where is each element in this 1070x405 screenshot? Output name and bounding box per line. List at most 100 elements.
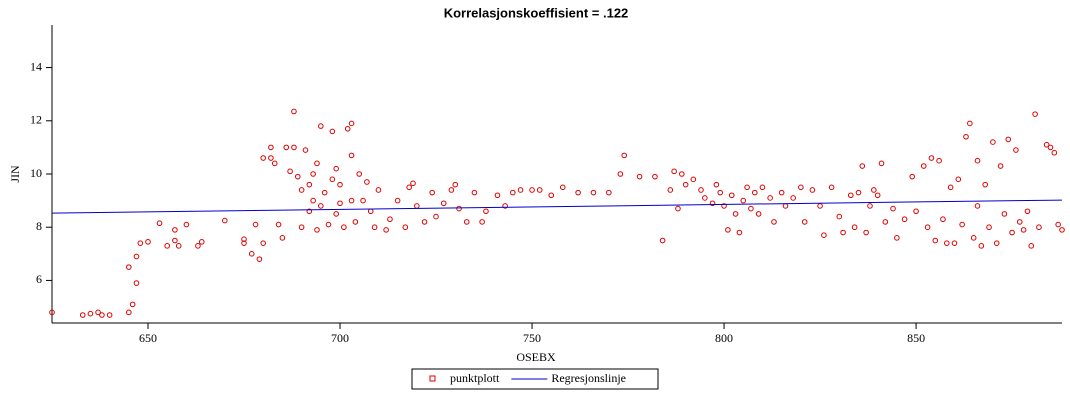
scatter-point xyxy=(990,139,996,145)
scatter-point xyxy=(1024,208,1031,215)
scatter-point xyxy=(943,240,950,246)
scatter-point xyxy=(348,120,355,127)
scatter-point xyxy=(771,219,777,225)
scatter-point xyxy=(801,219,808,225)
scatter-point xyxy=(702,195,708,201)
scatter-point xyxy=(936,157,942,164)
scatter-point xyxy=(275,221,282,228)
legend-label: Regresjonslinje xyxy=(551,371,626,385)
scatter-point xyxy=(337,181,343,188)
x-tick-label: 850 xyxy=(907,331,925,345)
y-axis-label: JIN xyxy=(8,165,22,183)
scatter-point xyxy=(559,184,566,191)
scatter-point xyxy=(828,184,835,191)
scatter-point xyxy=(502,203,508,209)
scatter-point xyxy=(728,192,735,199)
scatter-point xyxy=(621,152,628,159)
scatter-point xyxy=(759,184,766,191)
scatter-point xyxy=(483,208,489,215)
scatter-point xyxy=(1036,224,1042,231)
scatter-point xyxy=(222,217,228,224)
scatter-point xyxy=(172,237,178,244)
scatter-point xyxy=(452,181,459,188)
scatter-point xyxy=(126,264,132,270)
scatter-point xyxy=(318,123,324,129)
scatter-point xyxy=(1032,111,1038,117)
scatter-point xyxy=(590,189,597,196)
scatter-point xyxy=(348,152,355,159)
scatter-point xyxy=(344,125,351,132)
scatter-point xyxy=(79,312,86,318)
scatter-point xyxy=(1020,227,1027,233)
scatter-point xyxy=(1016,219,1023,225)
scatter-point xyxy=(133,280,140,286)
scatter-point xyxy=(920,163,927,169)
scatter-point xyxy=(1013,147,1019,153)
scatter-point xyxy=(913,208,919,215)
scatter-point xyxy=(310,171,316,177)
scatter-point xyxy=(325,221,332,228)
scatter-point xyxy=(851,224,858,231)
scatter-point xyxy=(348,197,355,204)
scatter-point xyxy=(978,243,985,249)
scatter-point xyxy=(383,227,389,233)
legend-marker xyxy=(429,375,436,382)
scatter-point xyxy=(817,203,823,209)
scatter-point xyxy=(928,155,935,161)
scatter-point xyxy=(940,216,946,223)
scatter-point xyxy=(406,184,412,191)
scatter-point xyxy=(172,227,178,233)
scatter-point xyxy=(659,237,666,244)
scatter-point xyxy=(375,187,382,193)
scatter-point xyxy=(736,229,743,236)
scatter-point xyxy=(932,237,939,244)
scatter-point xyxy=(536,187,543,193)
scatter-point xyxy=(494,192,501,199)
scatter-point xyxy=(433,213,439,220)
scatter-point xyxy=(49,309,55,316)
scatter-point xyxy=(982,181,988,188)
scatter-point xyxy=(241,236,247,242)
scatter-point xyxy=(133,253,140,260)
scatter-point xyxy=(782,203,789,209)
scatter-point xyxy=(318,203,324,209)
scatter-point xyxy=(294,173,301,180)
scatter-point xyxy=(126,309,132,316)
scatter-point xyxy=(321,189,328,196)
scatter-point xyxy=(721,203,727,209)
x-tick-label: 700 xyxy=(331,331,349,345)
scatter-point xyxy=(268,144,274,151)
scatter-point xyxy=(855,189,862,196)
scatter-point xyxy=(471,189,478,196)
scatter-point xyxy=(352,219,359,225)
scatter-point xyxy=(241,240,247,246)
y-tick-label: 10 xyxy=(30,166,42,180)
y-tick-label: 14 xyxy=(30,59,42,73)
scatter-point xyxy=(529,187,535,193)
scatter-point xyxy=(164,243,171,249)
scatter-point xyxy=(268,155,274,161)
scatter-point xyxy=(479,219,485,225)
scatter-point xyxy=(970,235,977,241)
scatter-point xyxy=(755,211,762,217)
scatter-point xyxy=(137,240,144,246)
scatter-point xyxy=(260,155,267,161)
scatter-point xyxy=(329,176,336,183)
scatter-point xyxy=(360,197,366,204)
scatter-point xyxy=(924,224,931,231)
scatter-point xyxy=(337,200,343,207)
scatter-point xyxy=(840,229,846,236)
scatter-point xyxy=(997,163,1004,169)
scatter-point xyxy=(709,200,716,207)
scatter-point xyxy=(652,173,658,180)
scatter-point xyxy=(456,205,462,212)
scatter-point xyxy=(974,157,981,164)
scatter-point xyxy=(440,200,447,207)
scatter-point xyxy=(510,189,516,196)
scatter-point xyxy=(986,224,992,231)
scatter-point xyxy=(306,208,313,215)
scatter-point xyxy=(99,312,105,318)
scatter-point xyxy=(517,187,524,193)
scatter-point xyxy=(951,240,958,246)
